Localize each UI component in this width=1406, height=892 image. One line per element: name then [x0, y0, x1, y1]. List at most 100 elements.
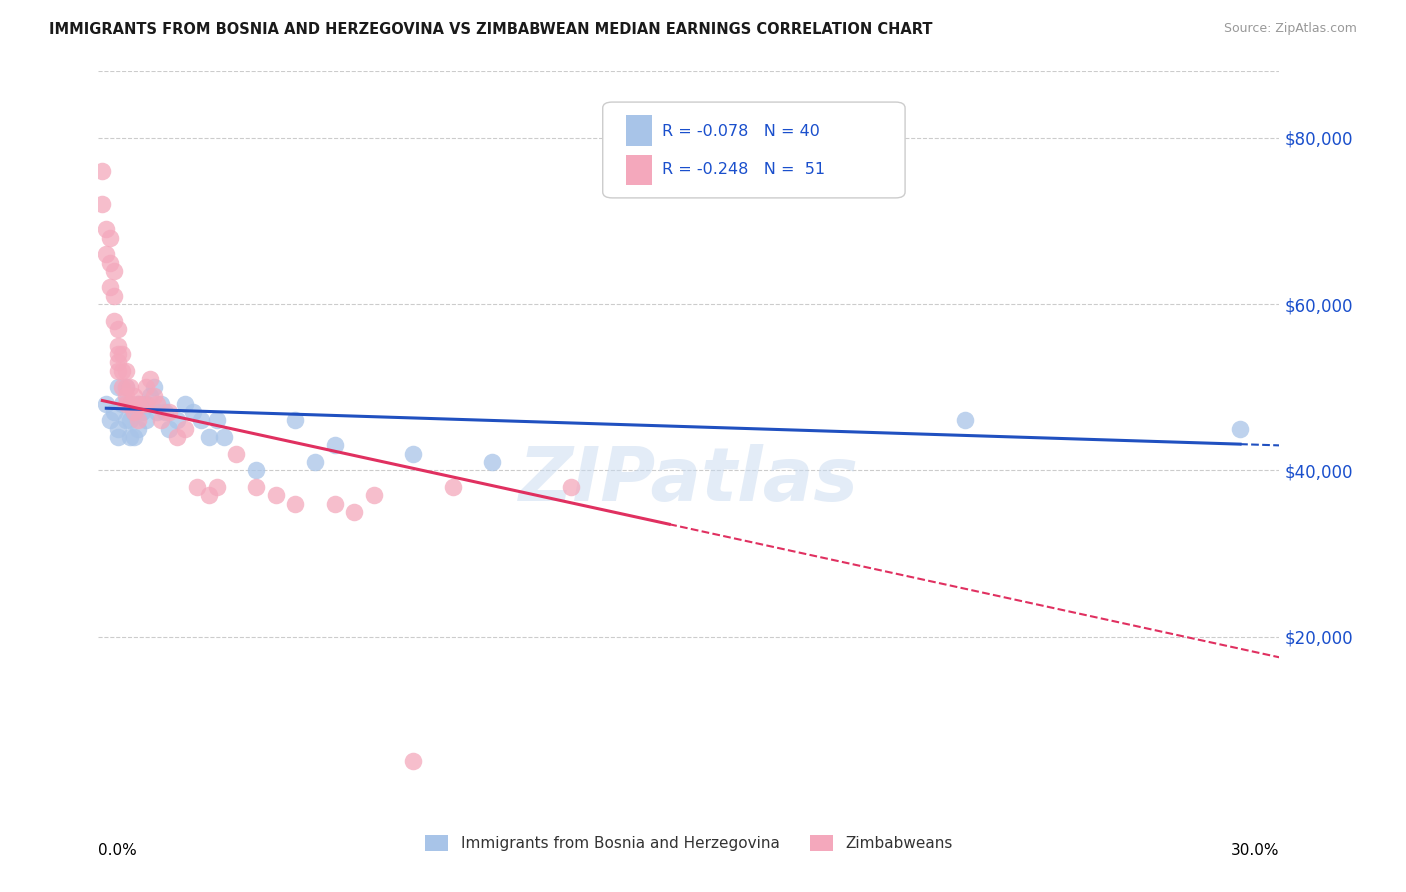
Point	[323, 497, 346, 511]
Point	[481, 455, 503, 469]
Point	[96, 222, 118, 236]
Point	[197, 488, 219, 502]
Text: Source: ZipAtlas.com: Source: ZipAtlas.com	[1223, 22, 1357, 36]
Point	[111, 347, 134, 361]
Point	[111, 397, 134, 411]
Point	[181, 405, 204, 419]
Point	[135, 413, 157, 427]
Point	[115, 363, 138, 377]
Point	[363, 488, 385, 502]
Point	[402, 754, 425, 768]
Point	[103, 289, 125, 303]
Point	[122, 388, 145, 402]
Point	[953, 413, 976, 427]
Point	[103, 314, 125, 328]
Text: R = -0.248   N =  51: R = -0.248 N = 51	[662, 161, 825, 177]
Point	[146, 405, 169, 419]
Point	[107, 422, 129, 436]
Point	[225, 447, 247, 461]
Point	[122, 405, 145, 419]
Point	[115, 380, 138, 394]
Point	[131, 405, 153, 419]
Point	[138, 372, 160, 386]
Point	[157, 405, 180, 419]
Point	[127, 422, 149, 436]
FancyBboxPatch shape	[603, 102, 905, 198]
Point	[122, 430, 145, 444]
Point	[150, 397, 173, 411]
Point	[96, 247, 118, 261]
Point	[118, 413, 141, 427]
Point	[118, 380, 141, 394]
Point	[186, 480, 208, 494]
Point	[264, 488, 287, 502]
Point	[107, 363, 129, 377]
Point	[118, 397, 141, 411]
Point	[402, 447, 425, 461]
Point	[107, 347, 129, 361]
Point	[107, 322, 129, 336]
Point	[103, 264, 125, 278]
Point	[135, 380, 157, 394]
Point	[157, 422, 180, 436]
Point	[98, 255, 121, 269]
Point	[118, 430, 141, 444]
FancyBboxPatch shape	[626, 154, 652, 186]
Point	[166, 413, 188, 427]
Point	[107, 380, 129, 394]
Legend: Immigrants from Bosnia and Herzegovina, Zimbabweans: Immigrants from Bosnia and Herzegovina, …	[419, 830, 959, 857]
Point	[135, 397, 157, 411]
Point	[304, 455, 326, 469]
Point	[127, 397, 149, 411]
Point	[96, 397, 118, 411]
Point	[107, 355, 129, 369]
FancyBboxPatch shape	[626, 115, 652, 145]
Point	[98, 280, 121, 294]
Point	[197, 430, 219, 444]
Point	[98, 230, 121, 244]
Point	[245, 480, 267, 494]
Point	[115, 413, 138, 427]
Point	[343, 505, 366, 519]
Point	[107, 430, 129, 444]
Point	[323, 438, 346, 452]
Point	[166, 430, 188, 444]
Point	[91, 164, 114, 178]
Text: 30.0%: 30.0%	[1232, 843, 1279, 858]
Point	[205, 480, 228, 494]
Point	[142, 380, 165, 394]
Point	[127, 413, 149, 427]
Point	[111, 380, 134, 394]
Text: 0.0%: 0.0%	[98, 843, 138, 858]
Point	[142, 388, 165, 402]
Point	[560, 480, 582, 494]
Point	[155, 405, 177, 419]
Point	[205, 413, 228, 427]
Point	[441, 480, 464, 494]
Point	[135, 397, 157, 411]
Point	[115, 397, 138, 411]
Point	[115, 388, 138, 402]
Point	[131, 397, 153, 411]
Point	[111, 363, 134, 377]
Point	[98, 413, 121, 427]
Text: R = -0.078   N = 40: R = -0.078 N = 40	[662, 124, 820, 139]
Point	[174, 422, 197, 436]
Point	[115, 380, 138, 394]
Text: IMMIGRANTS FROM BOSNIA AND HERZEGOVINA VS ZIMBABWEAN MEDIAN EARNINGS CORRELATION: IMMIGRANTS FROM BOSNIA AND HERZEGOVINA V…	[49, 22, 932, 37]
Point	[190, 413, 212, 427]
Point	[284, 497, 307, 511]
Point	[127, 397, 149, 411]
Point	[138, 388, 160, 402]
Text: ZIPatlas: ZIPatlas	[519, 444, 859, 517]
Point	[150, 413, 173, 427]
Point	[1229, 422, 1251, 436]
Point	[91, 197, 114, 211]
Point	[107, 338, 129, 352]
Point	[118, 397, 141, 411]
Point	[146, 397, 169, 411]
Point	[122, 405, 145, 419]
Point	[284, 413, 307, 427]
Point	[174, 397, 197, 411]
Point	[245, 463, 267, 477]
